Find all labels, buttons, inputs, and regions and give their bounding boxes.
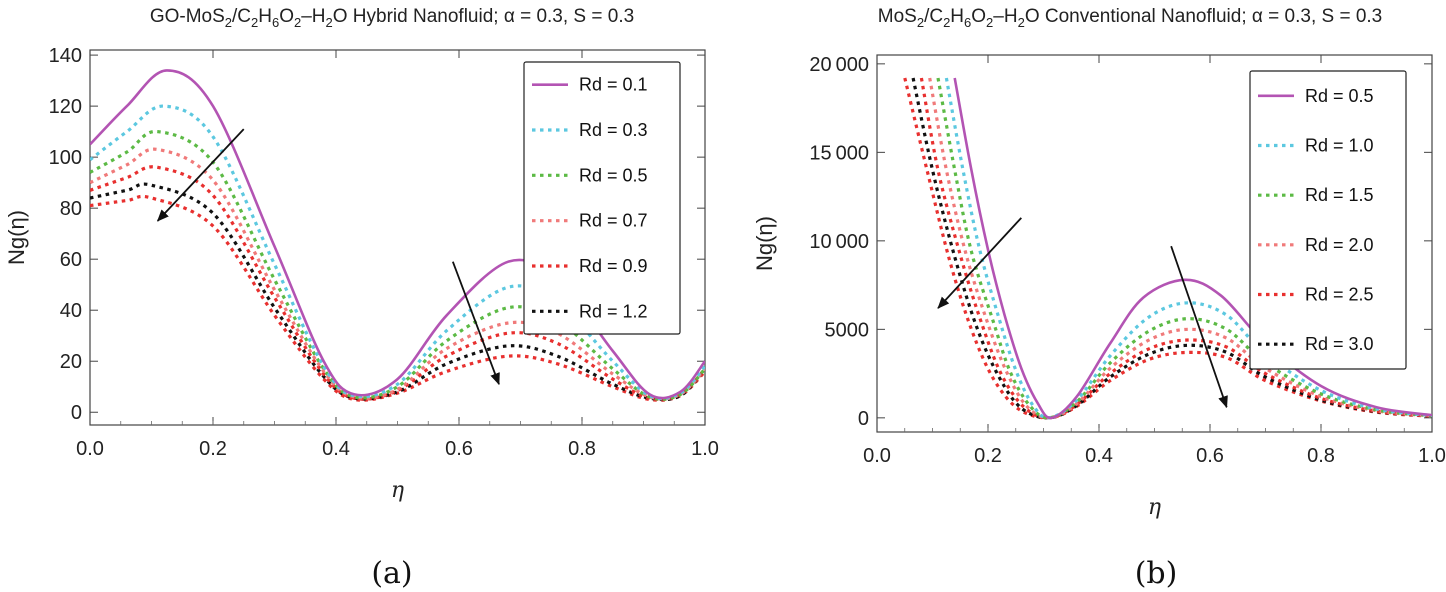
y-tick-label: 15 000 — [809, 142, 869, 164]
x-tick-label: 0.4 — [322, 438, 350, 460]
title-segment: O Hybrid Nanofluid; α = 0.3, S = 0.3 — [333, 6, 634, 27]
y-axis-label: Ng(η) — [4, 210, 29, 265]
x-tick-label: 0.6 — [1196, 445, 1224, 467]
title-segment: H — [258, 6, 272, 27]
series-line-rd-0-7 — [90, 147, 705, 401]
series-line-extra — [903, 77, 1432, 420]
legend-label: Rd = 0.1 — [579, 75, 648, 95]
x-tick-label: 0.4 — [1085, 445, 1113, 467]
series-line-rd-2-0 — [928, 77, 1432, 420]
x-tick-label: 0.6 — [445, 438, 473, 460]
title-segment: /C — [232, 6, 251, 27]
x-tick-label: 0.8 — [568, 438, 596, 460]
trend-arrow — [937, 217, 1022, 309]
y-tick-label: 20 000 — [809, 54, 869, 76]
x-tick-label: 0.8 — [1307, 445, 1335, 467]
series-line-rd-3-0 — [911, 77, 1432, 420]
title-segment: O — [971, 6, 986, 27]
y-tick-label: 40 — [60, 300, 82, 322]
title-segment: H — [950, 6, 964, 27]
title-segment: –H — [301, 6, 325, 27]
series-line-rd-1-2 — [90, 182, 705, 402]
title-segment: /C — [924, 6, 943, 27]
legend-label: Rd = 2.0 — [1305, 235, 1374, 255]
title-subscript: 2 — [917, 15, 924, 30]
title-segment: –H — [993, 6, 1017, 27]
legend: Rd = 0.1 Rd = 0.3 Rd = 0.5 Rd = 0.7 Rd = 0.9… — [523, 61, 681, 335]
title-subscript: 2 — [294, 15, 301, 30]
trend-arrow — [1170, 245, 1228, 409]
series-line-rd-2-5 — [919, 77, 1432, 420]
legend-label: Rd = 1.5 — [1305, 185, 1374, 205]
legend-label: Rd = 0.3 — [579, 120, 648, 140]
x-tick-label: 1.0 — [1418, 445, 1446, 467]
legend-label: Rd = 0.5 — [1305, 86, 1374, 106]
x-tick-label: 0.2 — [974, 445, 1002, 467]
trend-arrow — [452, 261, 500, 386]
series-line-rd-0-5 — [90, 129, 705, 401]
y-tick-label: 10 000 — [809, 231, 869, 253]
title-subscript: 2 — [251, 15, 258, 30]
title-subscript: 2 — [225, 15, 232, 30]
title-subscript: 2 — [1018, 15, 1025, 30]
y-axis-label: Ng(η) — [752, 216, 777, 271]
series-line-rd-1-5 — [936, 77, 1432, 420]
y-tick-label: 0 — [71, 402, 82, 424]
trend-arrow — [156, 128, 245, 222]
x-tick-label: 0.0 — [863, 445, 891, 467]
title-segment: O Conventional Nanofluid; α = 0.3, S = 0… — [1025, 6, 1382, 27]
chart-title: GO-MoS2/C2H6O2–H2O Hybrid Nanofluid; α =… — [150, 6, 634, 30]
x-tick-label: 0.2 — [199, 438, 227, 460]
title-subscript: 6 — [964, 15, 971, 30]
legend-label: Rd = 1.2 — [579, 301, 648, 321]
legend-label: Rd = 0.5 — [579, 165, 648, 185]
y-tick-label: 5000 — [825, 319, 870, 341]
y-tick-label: 60 — [60, 249, 82, 271]
legend-label: Rd = 3.0 — [1305, 334, 1374, 354]
panel-caption: (a) — [371, 556, 412, 591]
y-tick-label: 0 — [858, 408, 869, 430]
chart-panel-b: MoS2/C2H6O2–H2O Conventional Nanofluid; … — [752, 6, 1446, 591]
legend-box — [1249, 70, 1407, 370]
title-segment: O — [279, 6, 294, 27]
series-group — [90, 69, 705, 402]
x-axis-label: η — [391, 478, 404, 503]
y-tick-label: 140 — [49, 45, 82, 67]
legend-label: Rd = 2.5 — [1305, 285, 1374, 305]
title-subscript: 2 — [943, 15, 950, 30]
title-subscript: 6 — [272, 15, 279, 30]
legend-box — [523, 61, 681, 335]
y-tick-label: 80 — [60, 198, 82, 220]
y-tick-label: 120 — [49, 96, 82, 118]
legend-label: Rd = 1.0 — [1305, 136, 1374, 156]
x-tick-label: 1.0 — [691, 438, 719, 460]
x-tick-label: 0.0 — [76, 438, 104, 460]
x-axis-label: η — [1148, 495, 1161, 520]
title-subscript: 2 — [326, 15, 333, 30]
y-tick-label: 100 — [49, 147, 82, 169]
series-line-rd-0-1 — [90, 69, 705, 400]
legend-label: Rd = 0.7 — [579, 211, 648, 231]
chart-panel-a: GO-MoS2/C2H6O2–H2O Hybrid Nanofluid; α =… — [4, 6, 719, 591]
title-segment: MoS — [878, 6, 917, 27]
title-segment: GO-MoS — [150, 6, 225, 27]
chart-title: MoS2/C2H6O2–H2O Conventional Nanofluid; … — [878, 6, 1383, 30]
panel-caption: (b) — [1135, 556, 1178, 591]
y-tick-label: 20 — [60, 351, 82, 373]
legend-label: Rd = 0.9 — [579, 256, 648, 276]
series-line-rd-1-0 — [944, 77, 1432, 420]
legend: Rd = 0.5 Rd = 1.0 Rd = 1.5 Rd = 2.0 Rd = 2.5… — [1249, 70, 1407, 370]
title-subscript: 2 — [986, 15, 993, 30]
series-line-rd-0-3 — [90, 104, 705, 401]
